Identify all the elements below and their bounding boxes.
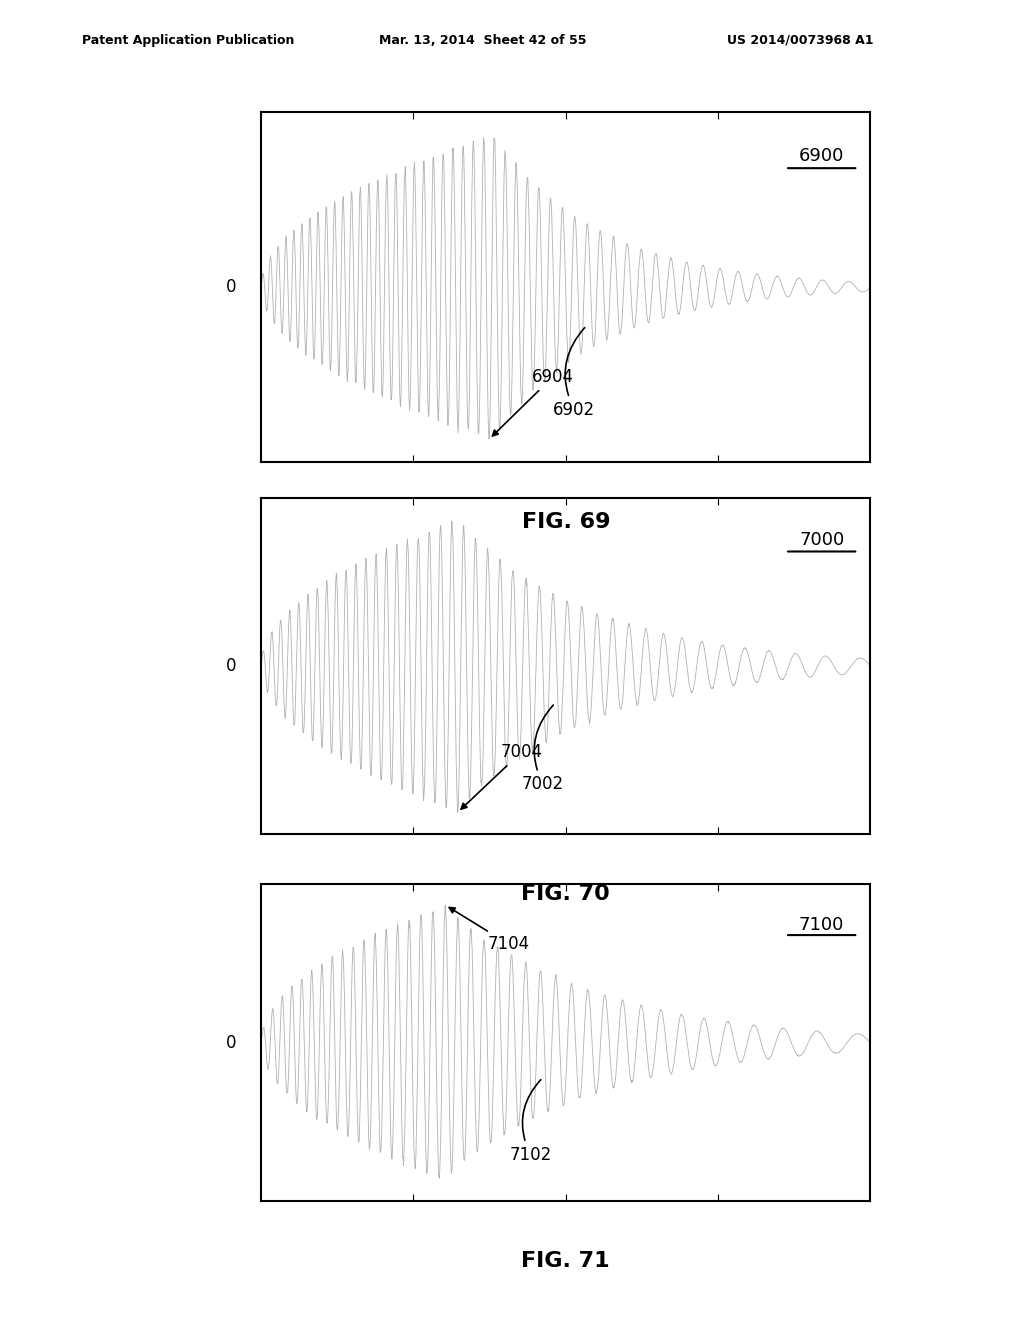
Text: FIG. 71: FIG. 71	[521, 1251, 610, 1271]
Text: Patent Application Publication: Patent Application Publication	[82, 33, 294, 46]
Text: 7100: 7100	[799, 916, 845, 935]
Text: 0: 0	[226, 1034, 237, 1052]
Text: 7102: 7102	[509, 1080, 552, 1164]
Text: 0: 0	[226, 279, 237, 296]
Text: 7104: 7104	[450, 907, 530, 953]
Text: 6900: 6900	[799, 148, 845, 165]
Text: Mar. 13, 2014  Sheet 42 of 55: Mar. 13, 2014 Sheet 42 of 55	[379, 33, 587, 46]
Text: FIG. 69: FIG. 69	[521, 512, 610, 532]
Text: FIG. 70: FIG. 70	[521, 884, 610, 904]
Text: 7000: 7000	[799, 531, 844, 549]
Text: 7004: 7004	[461, 743, 543, 809]
Text: 0: 0	[226, 657, 237, 675]
Text: 7002: 7002	[522, 705, 564, 793]
Text: 6902: 6902	[553, 327, 596, 418]
Text: 6904: 6904	[493, 368, 573, 436]
Text: US 2014/0073968 A1: US 2014/0073968 A1	[727, 33, 873, 46]
